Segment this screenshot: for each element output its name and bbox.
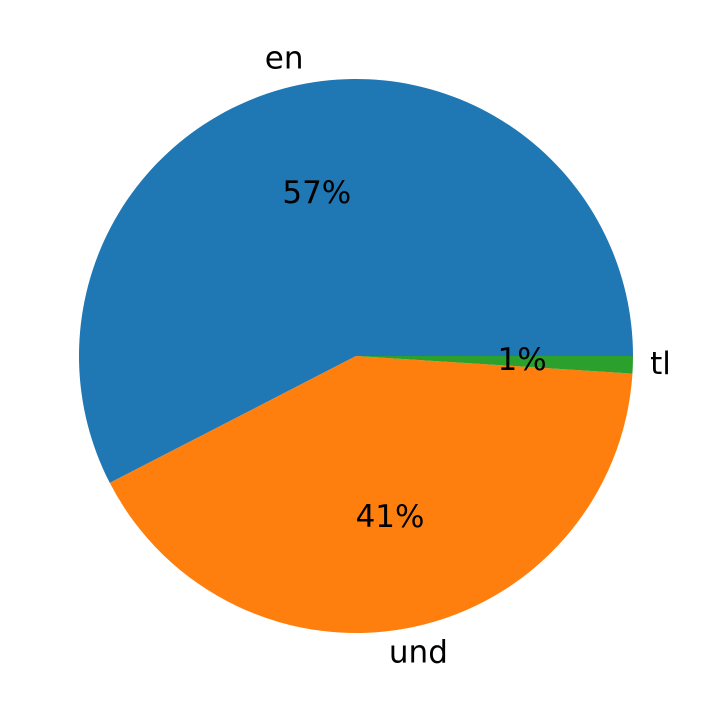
percent-label: 1%	[498, 342, 547, 378]
percent-label: 41%	[356, 499, 425, 535]
slice-label: tl	[650, 346, 671, 382]
percent-label: 57%	[282, 175, 351, 211]
slice-label: und	[389, 635, 448, 671]
slice-label: en	[265, 40, 304, 76]
pie-slice	[109, 356, 633, 633]
pie-slice	[356, 356, 633, 374]
pie-slice	[78, 78, 633, 483]
